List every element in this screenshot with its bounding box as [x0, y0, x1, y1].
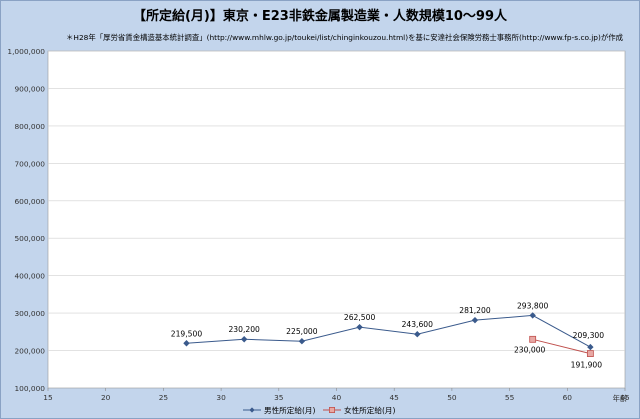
x-tick-label: 65: [620, 393, 630, 402]
y-tick-label: 400,000: [14, 272, 45, 281]
x-tick-label: 40: [332, 393, 342, 402]
y-axis-ticks: 100,000 200,000 300,000 400,000 500,000 600,0…: [7, 47, 45, 393]
data-point-male: [240, 336, 248, 343]
x-tick-label: 15: [43, 393, 53, 402]
y-tick-label: 200,000: [14, 347, 45, 356]
x-tick-label: 45: [389, 393, 399, 402]
data-point-male: [356, 323, 363, 331]
data-point-female: [529, 335, 537, 343]
gridlines: [48, 50, 625, 351]
y-tick-label: 700,000: [14, 159, 45, 168]
legend-marker-male: [249, 407, 255, 413]
data-point-male: [529, 312, 536, 319]
data-point-female: [586, 350, 594, 357]
y-tick-label: 900,000: [14, 84, 45, 93]
x-tick-label: 50: [447, 393, 457, 402]
data-label: 262,500: [344, 313, 376, 322]
data-label: 225,000: [286, 327, 318, 336]
y-tick-label: 100,000: [14, 384, 45, 393]
y-tick-label: 1,000,000: [7, 47, 45, 56]
series-layer: [183, 312, 594, 357]
legend-entry: 女性所定給(月): [344, 405, 396, 415]
x-tick-label: 30: [216, 393, 226, 402]
x-axis-ticks: 15 20 25 30 35 40 45 50 55 60 65: [43, 388, 630, 402]
x-tick-label: 55: [505, 393, 515, 402]
chart-title: 【所定給(月)】東京・E23非鉄金属製造業・人数規模10～99人: [133, 8, 508, 24]
legend-marker-female: [328, 406, 335, 413]
data-label: 281,200: [459, 306, 491, 315]
chart-subtitle: ＊H28年「厚労省賃金構造基本統計調査」(http://www.mhlw.go.…: [66, 33, 624, 42]
series-line-1: [186, 314, 591, 348]
data-point-male: [183, 340, 190, 347]
data-point-male: [471, 316, 479, 324]
data-label: 230,200: [228, 325, 260, 334]
data-point-male: [298, 337, 306, 345]
data-label: 209,300: [573, 331, 605, 340]
x-tick-label: 20: [101, 393, 111, 402]
data-point-male: [414, 331, 421, 338]
legend: 男性所定給(月) 女性所定給(月): [243, 405, 396, 415]
x-tick-label: 35: [274, 393, 284, 402]
x-tick-label: 60: [563, 393, 573, 402]
plot-area: [47, 50, 626, 389]
data-label: 219,500: [171, 329, 203, 338]
data-labels: 219,500 230,200 225,000 262,500 243,600 281,2…: [171, 301, 604, 369]
data-label: 293,800: [517, 301, 549, 310]
data-label: 243,600: [402, 320, 434, 329]
x-axis-label: 年齢: [613, 394, 628, 403]
x-tick-label: 25: [159, 393, 169, 402]
y-tick-label: 600,000: [14, 197, 45, 206]
legend-entry: 男性所定給(月): [264, 405, 316, 415]
series-line-2: [532, 338, 591, 355]
y-tick-label: 800,000: [14, 122, 45, 131]
data-point-male: [587, 343, 594, 351]
y-tick-label: 500,000: [14, 234, 45, 243]
y-tick-label: 300,000: [14, 309, 45, 318]
data-label: 191,900: [571, 361, 603, 370]
data-label: 230,000: [514, 345, 546, 354]
